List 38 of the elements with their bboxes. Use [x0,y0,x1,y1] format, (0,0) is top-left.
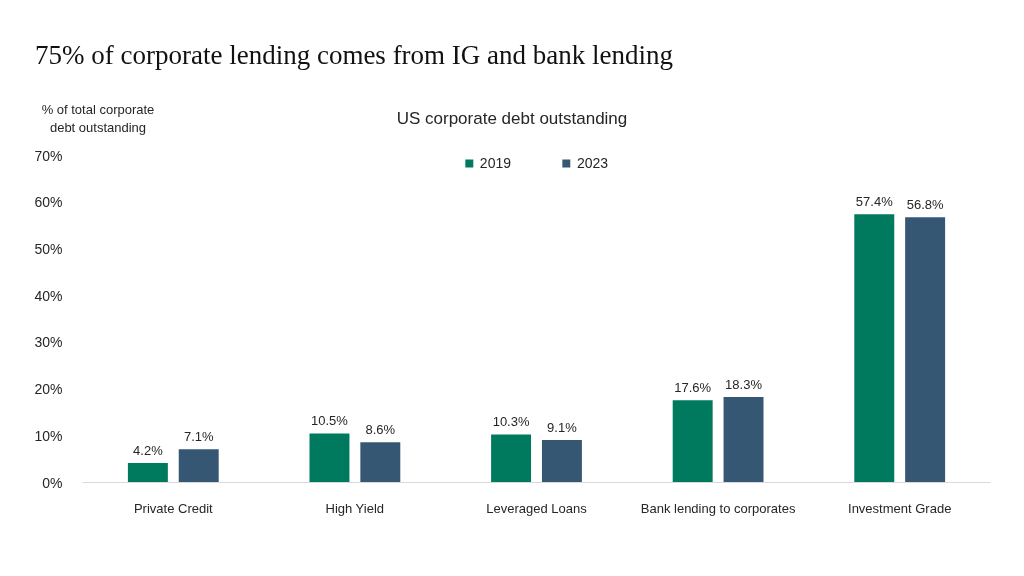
bar [178,449,219,483]
data-label: 18.3% [725,377,763,393]
bar [541,439,582,483]
chart-title: 75% of corporate lending comes from IG and bank lending [35,39,674,72]
x-tick-label: Investment Grade [848,500,952,516]
y-tick-label: 30% [34,334,63,351]
data-label: 17.6% [674,380,712,396]
data-label: 57.4% [855,194,894,210]
data-label: 9.1% [547,419,578,435]
bar [905,217,946,483]
bar [723,397,764,483]
y-tick-label: 20% [34,381,63,398]
y-tick-label: 10% [34,427,63,444]
y-tick-label: 0% [42,474,63,491]
x-tick-label: Private Credit [133,500,214,516]
y-tick-label: 70% [34,147,63,164]
bar [360,442,401,483]
data-label: 8.6% [365,422,396,438]
data-label: 10.3% [492,414,530,430]
bar [672,400,713,483]
legend-label: 2023 [577,155,609,171]
bar [309,433,350,483]
data-label: 7.1% [183,429,214,445]
y-axis-title: % of total corporate debt outstanding [40,101,156,137]
data-label: 10.5% [311,413,349,429]
y-tick-label: 40% [34,287,63,304]
legend-label: 2019 [479,155,511,171]
data-label: 56.8% [906,197,944,213]
bar [854,214,895,483]
x-tick-label: Leveraged Loans [486,500,588,516]
chart-subtitle: US corporate debt outstanding [395,108,629,130]
x-tick-label: High Yield [325,500,385,516]
y-tick-label: 50% [34,240,63,257]
x-tick-label: Bank lending to corporates [640,500,796,516]
data-label: 4.2% [133,442,164,458]
y-tick-label: 60% [34,194,63,211]
bar [491,434,532,483]
bar [127,462,168,483]
